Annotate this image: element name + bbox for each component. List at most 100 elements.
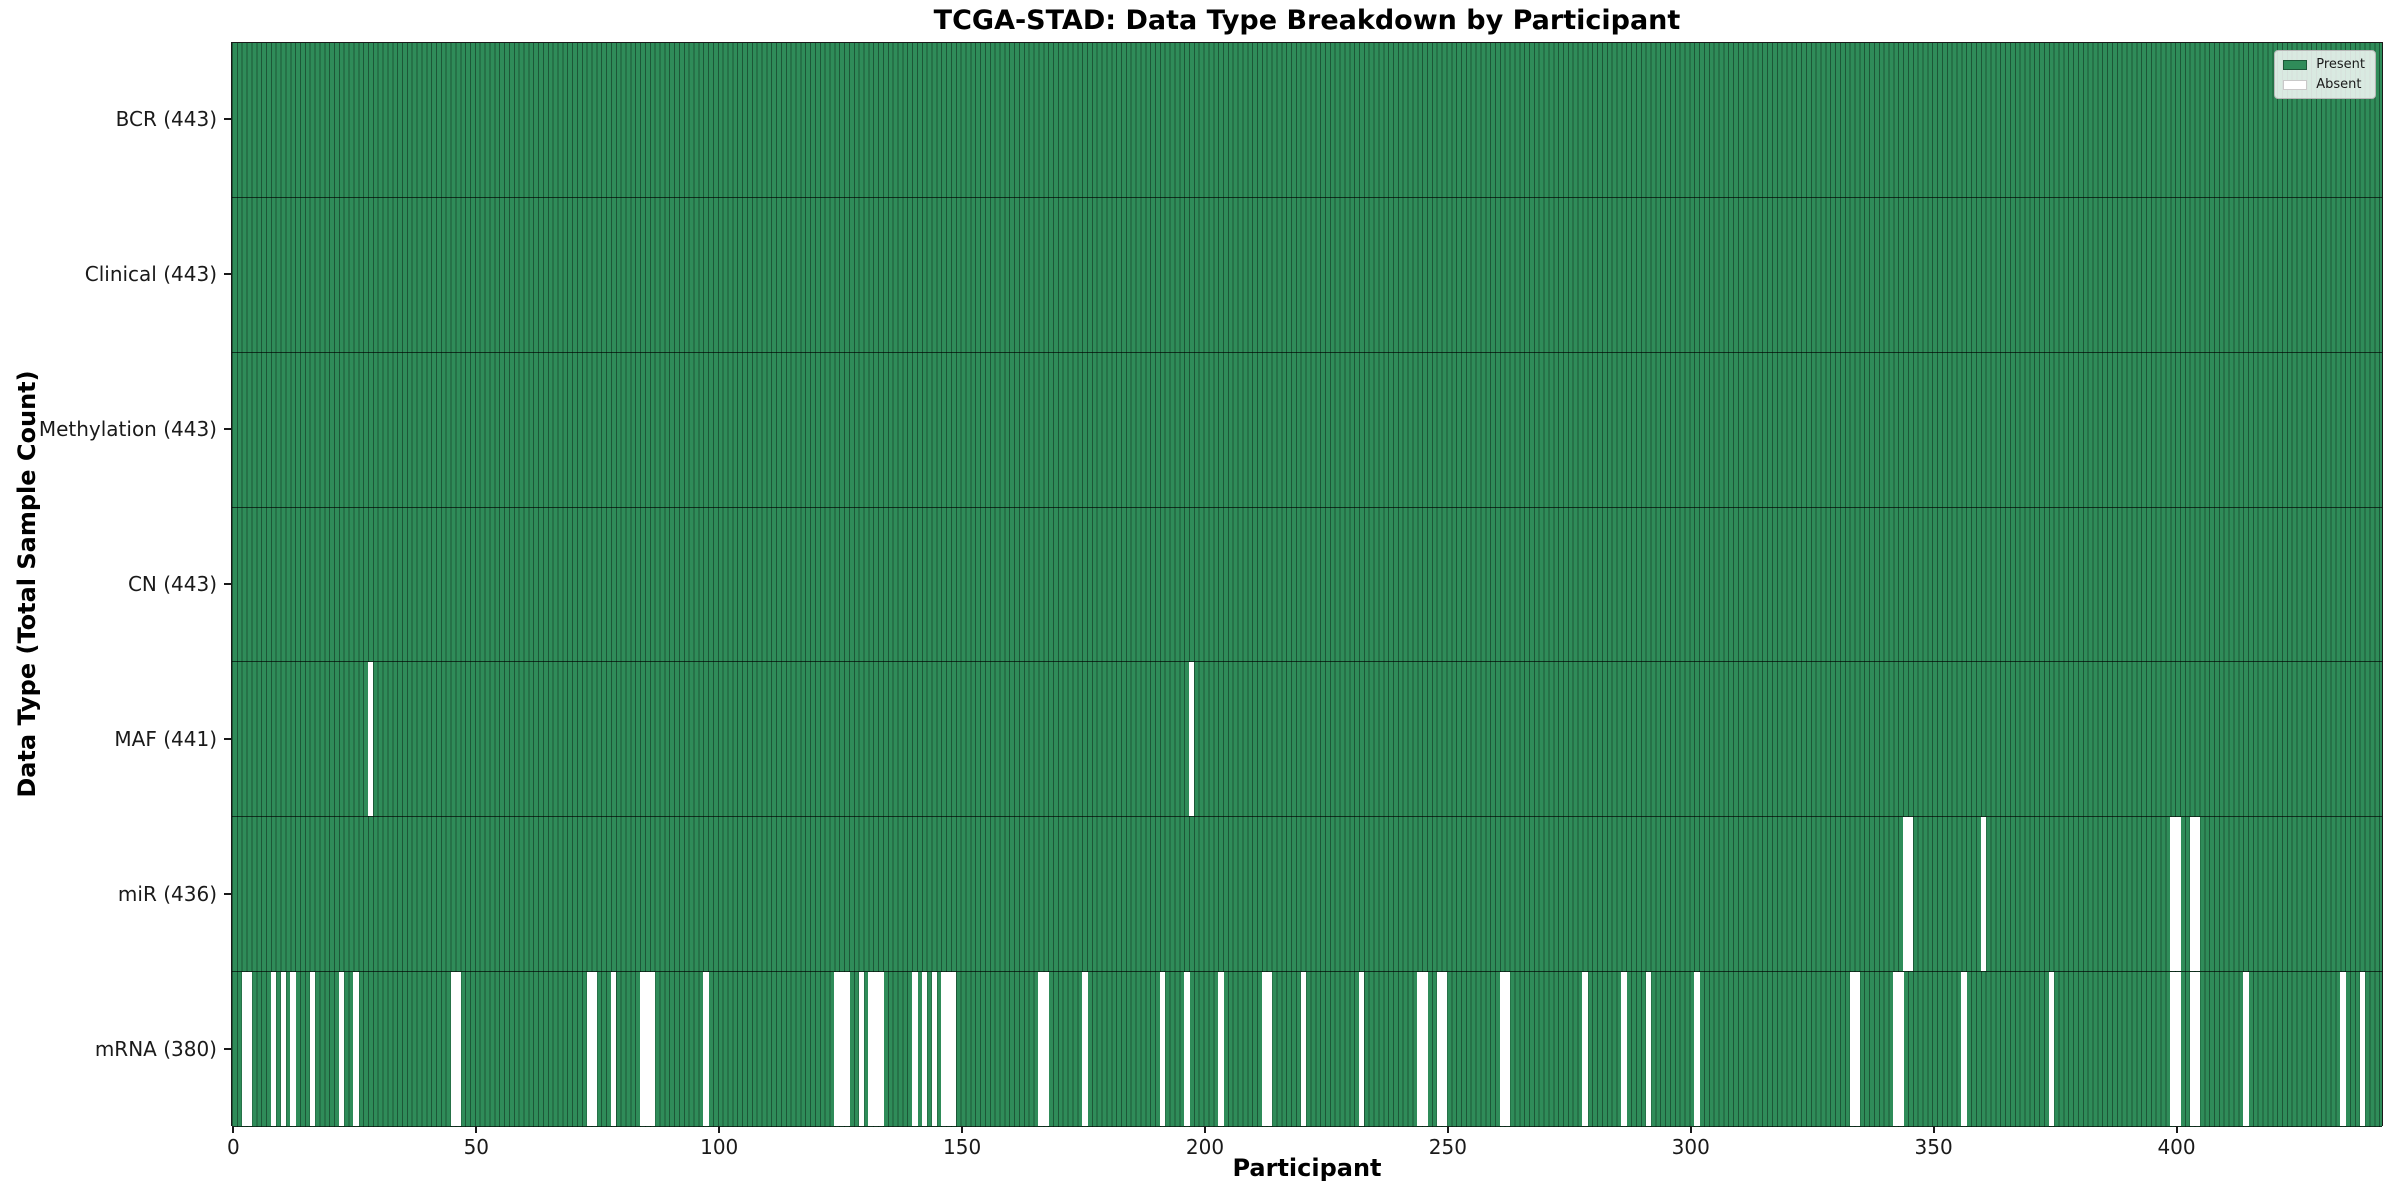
x-tick-mark — [1203, 1126, 1206, 1133]
absent-cell — [834, 972, 840, 1126]
absent-cell — [950, 972, 957, 1126]
absent-cell — [368, 662, 374, 817]
absent-cell — [2175, 817, 2181, 972]
x-tick-label-200: 200 — [1185, 1135, 1225, 1159]
absent-cell — [2359, 972, 2366, 1126]
absent-cell — [1961, 972, 1967, 1126]
absent-cell — [1300, 972, 1307, 1126]
x-tick-label-250: 250 — [1428, 1135, 1467, 1159]
absent-cell — [1188, 662, 1195, 817]
y-tick-label-CN: CN (443) — [127, 572, 217, 596]
y-tick-mark — [224, 428, 231, 431]
x-tick-label-350: 350 — [1914, 1135, 1953, 1159]
x-tick-mark — [232, 1126, 235, 1133]
absent-cell — [1359, 972, 1365, 1126]
x-tick-mark — [961, 1126, 964, 1133]
absent-cell — [1043, 972, 1049, 1126]
row-BCR — [232, 43, 2382, 198]
x-tick-label-400: 400 — [2157, 1135, 2196, 1159]
absent-cell — [1898, 972, 1904, 1126]
y-tick-mark — [224, 1047, 231, 1050]
absent-cell — [1499, 972, 1506, 1126]
absent-cell — [931, 972, 937, 1126]
absent-cell — [2175, 972, 2181, 1126]
absent-cell — [1504, 972, 1511, 1126]
x-tick-label-100: 100 — [700, 1135, 739, 1159]
absent-cell — [338, 972, 345, 1126]
absent-cell — [591, 972, 597, 1126]
x-tick-mark — [475, 1126, 478, 1133]
absent-cell — [1854, 972, 1860, 1126]
absent-cell — [844, 972, 850, 1126]
absent-cell — [2189, 972, 2196, 1126]
y-tick-label-MAF: MAF (441) — [114, 726, 217, 751]
absent-cell — [2170, 817, 2176, 972]
y-tick-mark — [224, 273, 231, 276]
absent-cell — [1082, 972, 1088, 1126]
absent-cell — [2189, 817, 2196, 972]
x-axis: 0 50 100 150 200 250 300 350 400 — [227, 1126, 2383, 1166]
absent-cell — [941, 972, 947, 1126]
absent-cell — [1903, 817, 1909, 972]
absent-cell — [1694, 972, 1700, 1126]
absent-cell — [1582, 972, 1588, 1126]
x-tick-mark — [1932, 1126, 1935, 1133]
absent-cell — [246, 972, 253, 1126]
absent-cell — [1422, 972, 1428, 1126]
y-axis: BCR (443) Clinical (443) Methylation (443)… — [0, 42, 231, 1126]
absent-cell — [241, 972, 248, 1126]
absent-cell — [309, 972, 316, 1126]
absent-cell — [2194, 817, 2200, 972]
absent-cell — [2170, 972, 2176, 1126]
legend: Present Absent — [2274, 50, 2376, 99]
x-tick-mark — [1689, 1126, 1692, 1133]
absent-cell — [2340, 972, 2346, 1126]
absent-cell — [353, 972, 359, 1126]
absent-cell — [2048, 972, 2055, 1126]
x-tick-label-150: 150 — [943, 1135, 982, 1159]
absent-cell — [703, 972, 709, 1126]
absent-cell — [1261, 972, 1268, 1126]
absent-cell — [1893, 972, 1899, 1126]
absent-cell — [858, 972, 865, 1126]
x-tick-label-0: 0 — [227, 1135, 240, 1159]
x-tick-label-300: 300 — [1671, 1135, 1710, 1159]
row-Methylation — [232, 352, 2382, 508]
absent-cell — [1266, 972, 1273, 1126]
absent-cell — [878, 972, 884, 1126]
legend-absent-label: Absent — [2316, 77, 2362, 92]
y-tick-label-Methylation: Methylation (443) — [38, 417, 217, 442]
row-MAF — [232, 662, 2382, 818]
row-miR — [232, 817, 2382, 973]
absent-cell — [868, 972, 874, 1126]
legend-entry-present: Present — [2283, 58, 2365, 71]
absent-cell — [450, 972, 457, 1126]
absent-cell — [644, 972, 651, 1126]
y-tick-label-Clinical: Clinical (443) — [84, 262, 217, 287]
absent-cell — [640, 972, 646, 1126]
absent-swatch-icon — [2283, 79, 2308, 90]
absent-cell — [586, 972, 593, 1126]
x-tick-mark — [1446, 1126, 1449, 1133]
absent-cell — [1159, 972, 1166, 1126]
x-tick-label-50: 50 — [463, 1135, 490, 1159]
absent-cell — [1417, 972, 1423, 1126]
y-tick-mark — [224, 118, 231, 121]
present-swatch-icon — [2283, 59, 2308, 70]
absent-cell — [1441, 972, 1448, 1126]
absent-cell — [1849, 972, 1856, 1126]
x-tick-mark — [718, 1126, 721, 1133]
x-axis-label: Participant — [1232, 1154, 1382, 1182]
row-Clinical — [232, 197, 2382, 353]
absent-cell — [946, 972, 952, 1126]
legend-present-label: Present — [2316, 57, 2365, 72]
absent-cell — [1621, 972, 1627, 1126]
absent-cell — [1645, 972, 1652, 1126]
y-tick-mark — [224, 892, 231, 895]
plot-area: Present Absent — [231, 42, 2383, 1127]
x-tick-mark — [2175, 1126, 2178, 1133]
absent-cell — [2194, 972, 2200, 1126]
absent-cell — [873, 972, 879, 1126]
y-tick-label-mRNA: mRNA (380) — [94, 1036, 217, 1061]
